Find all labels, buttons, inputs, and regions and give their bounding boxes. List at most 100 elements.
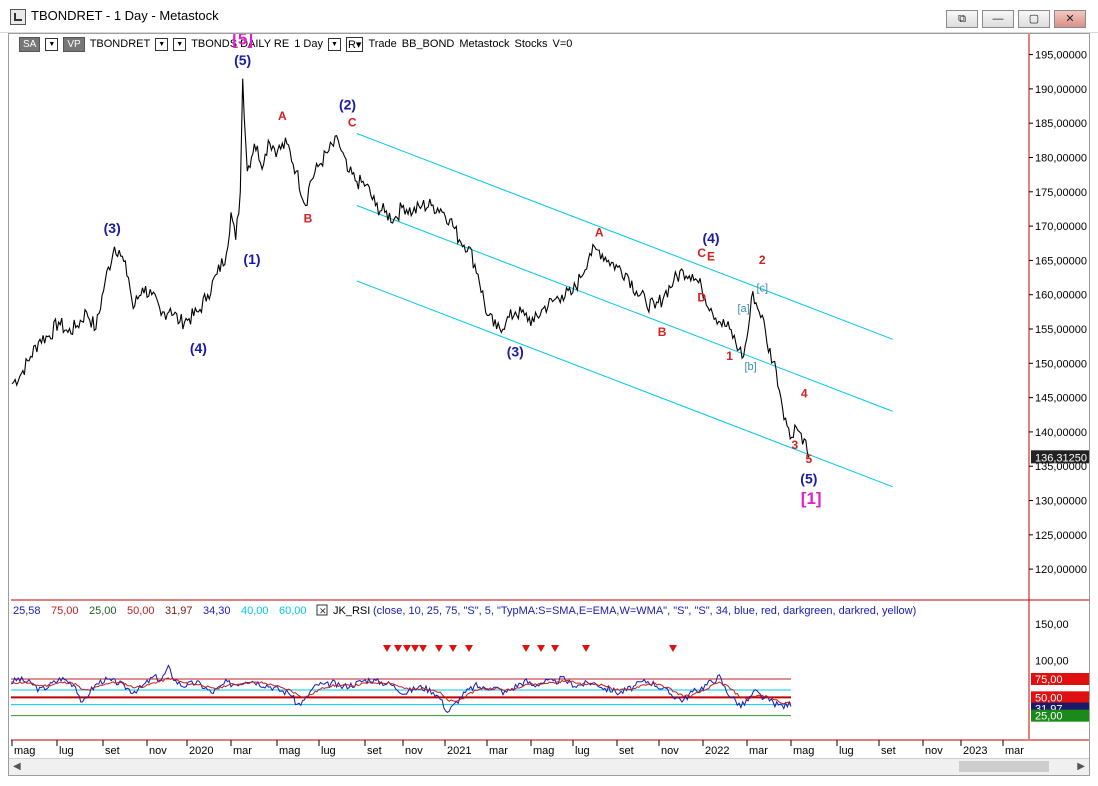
rsi-level-badge	[1031, 691, 1089, 704]
x-tick-label: 2022	[705, 745, 729, 757]
wave-label: [5]	[232, 34, 253, 48]
sa-button[interactable]: SA	[19, 36, 41, 52]
wave-label: [1]	[801, 489, 822, 508]
rsi-signal-arrow	[537, 645, 545, 652]
x-tick-label: mar	[1005, 745, 1024, 757]
x-tick-label: mar	[233, 745, 252, 757]
rsi-title: JK_RSI	[333, 605, 370, 617]
y-tick-label: 165,00000	[1035, 255, 1087, 267]
x-tick-label: mar	[489, 745, 508, 757]
x-tick-label: nov	[661, 745, 679, 757]
rsi-close-icon	[316, 604, 328, 616]
trend-channel-line	[356, 133, 893, 340]
chart-canvas[interactable]: 195,00000190,00000185,00000180,00000175,…	[9, 34, 1089, 761]
rsi-legend-value: 31,97	[165, 605, 193, 617]
y-tick-label: 190,00000	[1035, 84, 1087, 96]
scroll-thumb[interactable]	[959, 761, 1049, 772]
chart-toolbar: SA ▼ VP TBONDRET ▼ ▼ TBONDS DAILY RE 1 D…	[19, 36, 572, 52]
wave-label: (3)	[507, 343, 524, 359]
y-tick-label: 160,00000	[1035, 290, 1087, 302]
rsi-signal-arrow	[411, 645, 419, 652]
price-series	[11, 78, 810, 458]
rsi-formula: (close, 10, 25, 75, "S", 5, "TypMA:S=SMA…	[373, 605, 916, 617]
vendor-label: Metastock	[459, 38, 510, 50]
minimize-button[interactable]: —	[982, 10, 1014, 28]
rsi-level-label: 75,00	[1035, 674, 1063, 686]
y-tick-label: 155,00000	[1035, 324, 1087, 336]
x-tick-label: set	[105, 745, 120, 757]
wave-label: 3	[792, 438, 799, 452]
x-tick-label: mag	[14, 745, 35, 757]
x-tick-label: lug	[59, 745, 74, 757]
sa-dropdown-icon[interactable]: ▼	[45, 37, 59, 51]
realtime-button[interactable]: R▾	[345, 36, 364, 52]
wave-label: (4)	[190, 340, 207, 356]
wave-label: (1)	[243, 251, 260, 267]
rsi-legend-value: 75,00	[51, 605, 79, 617]
wave-label: B	[658, 325, 667, 339]
security-list-dropdown-icon[interactable]: ▼	[173, 37, 187, 51]
y-tick-label: 170,00000	[1035, 221, 1087, 233]
rsi-level-label: 25,00	[1035, 711, 1063, 723]
rsi-legend-value: 40,00	[241, 605, 269, 617]
periodicity-dropdown-icon[interactable]: ▼	[327, 37, 341, 51]
wave-label: (5)	[800, 470, 817, 486]
wave-label: 2	[759, 253, 766, 267]
y-tick-label: 150,00000	[1035, 358, 1087, 370]
wave-label: 1	[726, 349, 733, 363]
wave-label: D	[697, 291, 706, 305]
restore-window-button[interactable]: ⧉	[946, 10, 978, 28]
rsi-signal-arrow	[669, 645, 677, 652]
x-tick-label: 2021	[447, 745, 471, 757]
rsi-signal-arrow	[419, 645, 427, 652]
security-name-label[interactable]: TBONDS DAILY RE	[191, 38, 290, 50]
rsi-signal-arrow	[449, 645, 457, 652]
volume-label: V=0	[552, 38, 573, 50]
trade-button[interactable]: Trade	[368, 38, 397, 50]
vp-button[interactable]: VP	[63, 36, 85, 52]
rsi-level-badge	[1031, 673, 1089, 685]
y-tick-label: 175,00000	[1035, 187, 1087, 199]
wave-label: A	[595, 225, 604, 239]
rsi-legend-value: 25,00	[89, 605, 117, 617]
scroll-right-icon[interactable]: ▶	[1077, 761, 1085, 772]
rsi-y-tick-label: 150,00	[1035, 619, 1069, 631]
x-tick-label: set	[367, 745, 382, 757]
y-tick-label: 145,00000	[1035, 393, 1087, 405]
x-tick-label: mag	[279, 745, 300, 757]
wave-label: 4	[801, 387, 808, 401]
y-tick-label: 140,00000	[1035, 427, 1087, 439]
horizontal-scrollbar[interactable]: ◀ ▶	[9, 758, 1089, 775]
rsi-signal-arrow	[403, 645, 411, 652]
asset-class-label: Stocks	[514, 38, 548, 50]
rsi-close-glyph: ✕	[319, 606, 327, 616]
trend-channel-line	[356, 205, 893, 412]
x-tick-label: 2023	[963, 745, 987, 757]
last-price-badge	[1031, 450, 1089, 464]
y-tick-label: 195,00000	[1035, 50, 1087, 62]
rsi-level-label: 50,00	[1035, 692, 1063, 704]
symbol-dropdown-icon[interactable]: ▼	[155, 37, 169, 51]
wave-label: E	[707, 249, 715, 263]
window-controls: ⧉ — ▢ ✕	[946, 10, 1086, 28]
wave-label: A	[278, 109, 287, 123]
y-tick-label: 180,00000	[1035, 152, 1087, 164]
rsi-signal-arrow	[383, 645, 391, 652]
rsi-series-red	[10, 677, 792, 705]
x-tick-label: lug	[839, 745, 854, 757]
x-tick-label: mar	[749, 745, 768, 757]
maximize-button[interactable]: ▢	[1018, 10, 1050, 28]
rsi-signal-arrow	[582, 645, 590, 652]
wave-label: (2)	[339, 96, 356, 112]
y-tick-label: 120,00000	[1035, 564, 1087, 576]
rsi-signal-arrow	[465, 645, 473, 652]
window-titlebar: TBONDRET - 1 Day - Metastock ⧉ — ▢ ✕	[0, 0, 1098, 33]
wave-label: (5)	[234, 52, 251, 68]
symbol-label[interactable]: TBONDRET	[89, 38, 151, 50]
periodicity-label[interactable]: 1 Day	[294, 38, 323, 50]
scroll-left-icon[interactable]: ◀	[13, 761, 21, 772]
rsi-legend-value: 25,58	[13, 605, 41, 617]
wave-label: [b]	[744, 361, 756, 373]
close-button[interactable]: ✕	[1054, 10, 1086, 28]
app-icon	[10, 9, 26, 25]
